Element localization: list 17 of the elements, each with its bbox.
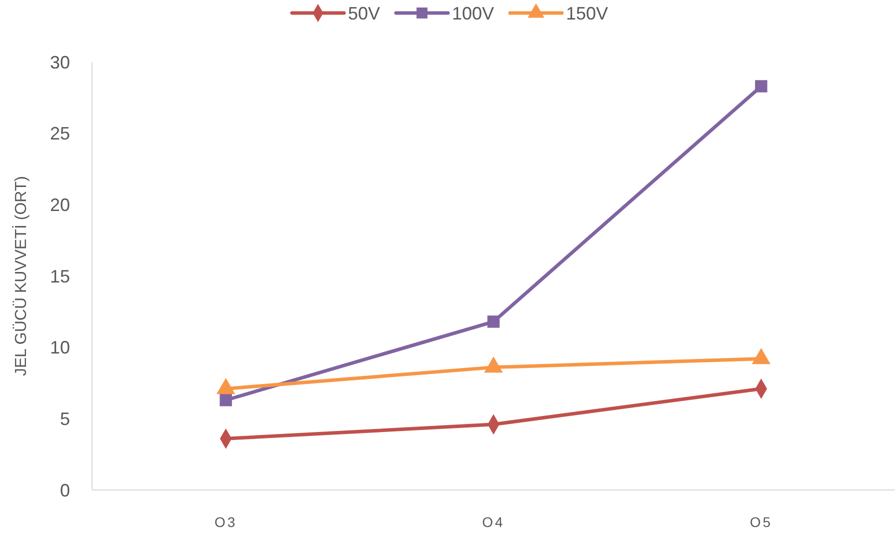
x-tick-label: O3: [214, 514, 238, 530]
point: [755, 80, 768, 92]
y-tick-label: 25: [50, 124, 70, 144]
legend-label: 50V: [348, 3, 380, 24]
point: [487, 316, 500, 328]
x-tick-label: O4: [482, 514, 505, 530]
y-tick-label: 10: [50, 338, 70, 358]
y-axis-title: JEL GÜCÜ KUVVETİ (ORT): [12, 176, 30, 376]
y-tick-label: 0: [60, 480, 70, 500]
legend-label: 100V: [452, 3, 494, 24]
y-tick-label: 20: [50, 194, 70, 215]
y-tick-label: 5: [60, 408, 70, 429]
y-tick-label: 30: [50, 52, 70, 72]
y-tick-label: 15: [50, 266, 70, 286]
x-tick-label: O5: [750, 514, 773, 530]
point: [220, 394, 232, 406]
legend-label: 150V: [566, 3, 608, 24]
